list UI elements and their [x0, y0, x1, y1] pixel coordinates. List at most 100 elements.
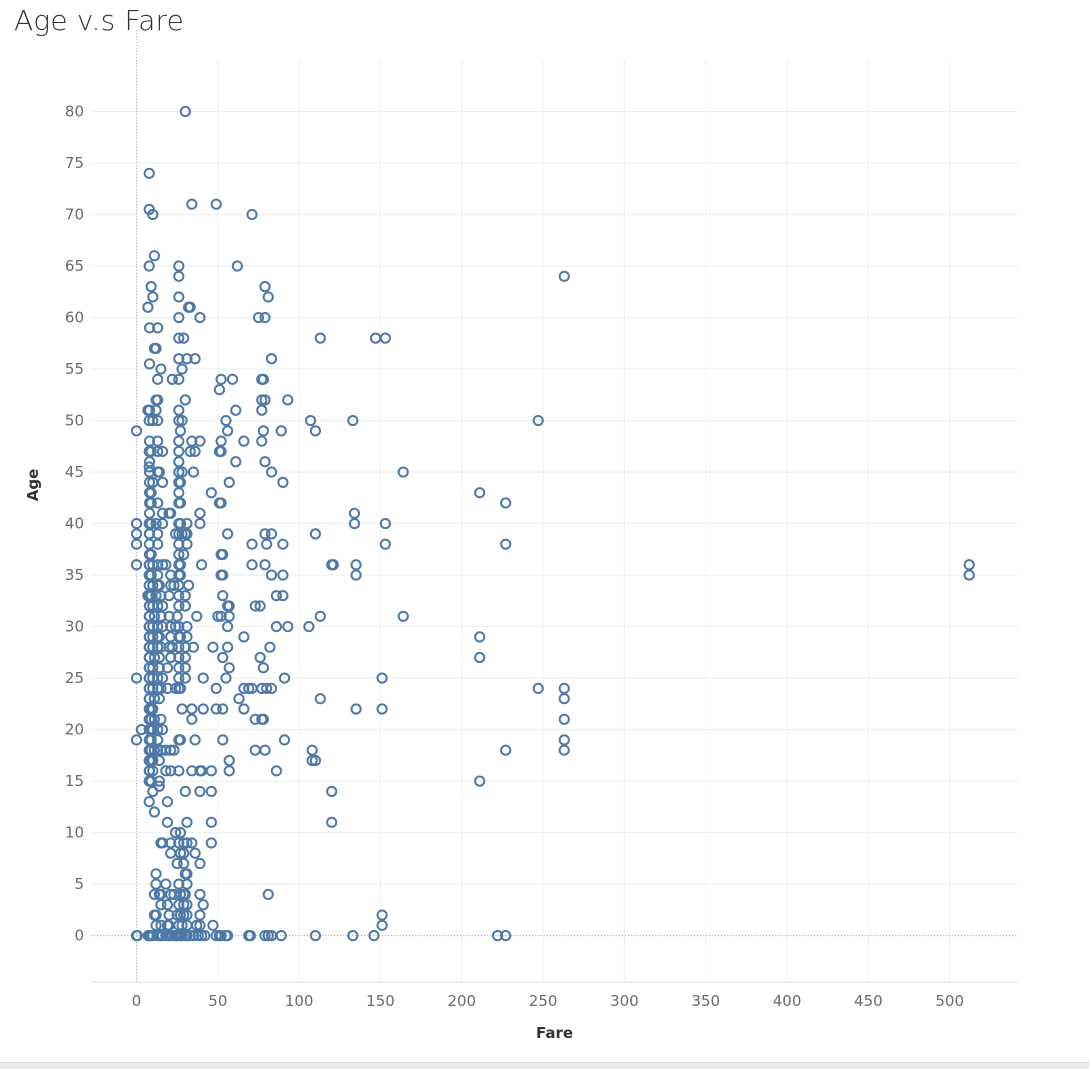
- data-point: [130, 425, 143, 437]
- data-point: [174, 476, 187, 488]
- data-point: [249, 713, 261, 725]
- data-point: [223, 662, 235, 674]
- data-point: [179, 785, 191, 798]
- data-point: [169, 827, 182, 839]
- data-point: [265, 569, 278, 581]
- data-point: [246, 559, 258, 571]
- data-point: [277, 590, 289, 602]
- data-point: [173, 414, 185, 427]
- data-point: [152, 373, 164, 385]
- data-point: [176, 363, 188, 375]
- data-point: [181, 868, 193, 880]
- data-point: [165, 837, 177, 849]
- data-point: [150, 919, 162, 931]
- data-point: [223, 765, 235, 777]
- data-point: [173, 765, 185, 777]
- data-point: [379, 538, 391, 550]
- data-point: [500, 744, 512, 756]
- data-point: [147, 579, 159, 591]
- data-point: [131, 930, 143, 942]
- data-point: [213, 384, 226, 396]
- data-point: [350, 559, 362, 571]
- data-point: [155, 713, 167, 725]
- data-point: [130, 672, 143, 684]
- data-point: [152, 528, 164, 540]
- y-tick-label: 35: [65, 566, 84, 584]
- x-axis-title: Fare: [536, 1024, 573, 1042]
- data-point: [150, 868, 162, 880]
- data-point: [156, 600, 169, 612]
- data-point: [143, 672, 156, 684]
- data-point: [147, 414, 159, 427]
- data-point: [314, 693, 326, 705]
- data-point: [376, 909, 388, 921]
- data-point: [259, 394, 271, 406]
- data-point: [153, 775, 165, 787]
- data-point: [169, 682, 182, 695]
- data-point: [176, 414, 188, 427]
- data-point: [173, 291, 185, 303]
- data-point: [223, 600, 235, 612]
- x-tick-label: 250: [529, 992, 558, 1010]
- data-point: [257, 425, 269, 437]
- data-point: [223, 476, 235, 488]
- data-point: [265, 466, 278, 478]
- data-point: [194, 909, 206, 921]
- x-tick-label: 100: [285, 992, 314, 1010]
- data-point: [181, 528, 193, 540]
- data-point: [558, 713, 570, 725]
- data-point: [173, 332, 185, 344]
- data-point: [181, 631, 193, 643]
- data-point: [270, 590, 282, 602]
- data-point: [153, 651, 165, 664]
- data-point: [165, 620, 177, 633]
- data-point: [215, 373, 227, 385]
- data-point: [210, 198, 222, 210]
- data-point: [376, 919, 388, 931]
- data-point: [143, 765, 156, 777]
- data-point: [215, 445, 227, 458]
- data-point: [249, 600, 261, 612]
- x-tick-label: 50: [208, 992, 227, 1010]
- data-point: [173, 548, 185, 561]
- data-point: [147, 765, 159, 777]
- x-tick-label: 350: [691, 992, 720, 1010]
- data-point: [179, 662, 191, 674]
- data-point: [143, 559, 156, 571]
- data-point: [205, 837, 217, 849]
- data-point: [130, 538, 143, 550]
- data-point: [532, 414, 544, 427]
- data-point: [500, 930, 512, 942]
- data-point: [226, 373, 239, 385]
- data-point: [176, 930, 188, 942]
- data-point: [303, 620, 315, 633]
- data-point: [347, 414, 359, 427]
- data-point: [173, 487, 185, 499]
- data-point: [194, 517, 206, 530]
- data-point: [195, 559, 208, 571]
- data-point: [173, 311, 185, 324]
- y-tick-label: 0: [74, 927, 84, 945]
- data-point: [259, 311, 271, 324]
- data-point: [174, 569, 187, 581]
- data-point: [282, 394, 294, 406]
- data-point: [181, 620, 193, 633]
- data-point: [150, 404, 162, 416]
- data-point: [238, 631, 250, 643]
- data-point: [277, 538, 289, 550]
- data-point: [192, 930, 204, 942]
- data-point: [173, 899, 185, 911]
- data-point: [270, 765, 282, 777]
- data-point: [165, 765, 177, 777]
- data-point: [179, 672, 191, 684]
- y-tick-label: 40: [65, 515, 84, 533]
- data-point: [173, 456, 185, 468]
- data-point: [168, 579, 180, 591]
- data-point: [173, 641, 185, 653]
- data-point: [179, 394, 191, 406]
- data-point: [215, 930, 227, 942]
- data-point: [278, 734, 291, 746]
- y-tick-label: 20: [65, 721, 84, 739]
- data-point: [222, 641, 234, 653]
- data-point: [173, 373, 185, 385]
